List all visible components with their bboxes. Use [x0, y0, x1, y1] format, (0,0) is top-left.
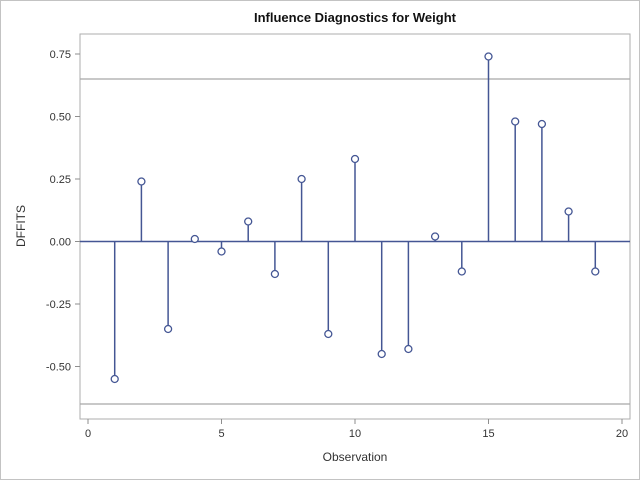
data-point-marker [297, 174, 306, 184]
x-tick-label: 10 [349, 428, 361, 440]
data-point-marker [324, 329, 333, 339]
y-tick-label: 0.00 [50, 237, 71, 249]
data-point-marker [537, 119, 547, 129]
y-tick-label: 0.50 [50, 112, 71, 124]
data-point-marker [377, 349, 386, 359]
x-tick-label: 5 [218, 428, 224, 440]
x-tick-label: 0 [85, 428, 91, 440]
data-point-marker [350, 154, 360, 164]
data-point-marker [244, 217, 253, 226]
data-point-marker [591, 267, 600, 276]
x-tick-label: 15 [482, 428, 494, 440]
data-point-marker [217, 247, 226, 256]
data-point-marker [137, 177, 146, 186]
y-tick-label: -0.50 [46, 362, 71, 374]
x-axis-label: Observation [322, 450, 388, 464]
data-point-marker [511, 117, 520, 126]
y-tick-label: -0.25 [46, 299, 71, 311]
chart-title: Influence Diagnostics for Weight [253, 10, 456, 25]
data-point-marker [190, 234, 199, 244]
data-point-marker [404, 344, 413, 354]
y-tick-label: 0.25 [50, 174, 71, 186]
x-tick-label: 20 [616, 428, 628, 440]
data-point-marker [110, 374, 119, 384]
data-point-marker [484, 52, 493, 61]
data-point-marker [270, 269, 280, 279]
data-point-marker [564, 207, 573, 216]
data-point-marker [163, 324, 173, 334]
y-tick-label: 0.75 [50, 49, 71, 61]
data-point-marker [430, 232, 440, 241]
data-point-marker [457, 267, 466, 276]
